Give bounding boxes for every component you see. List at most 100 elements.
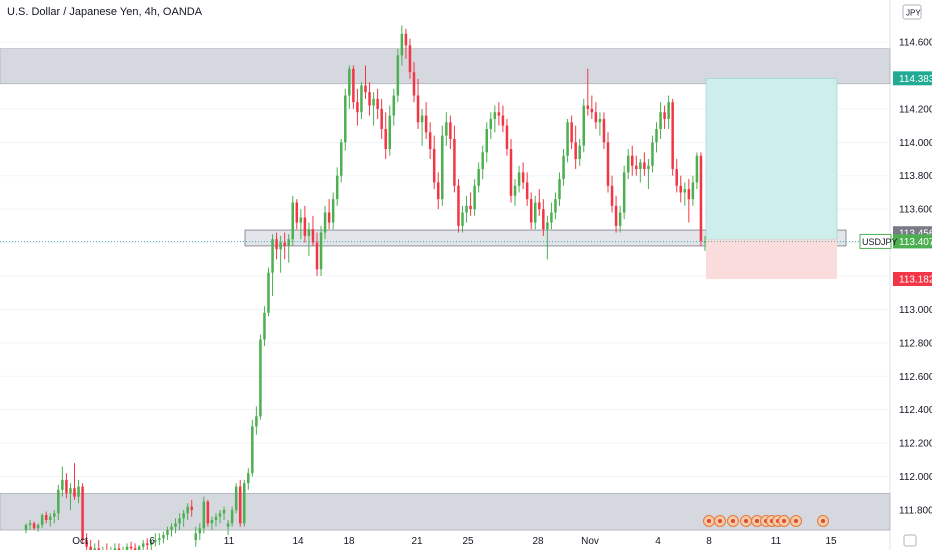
economic-event-icon-dot xyxy=(755,519,759,523)
current-price-badge xyxy=(893,234,932,249)
candle-body xyxy=(626,155,630,173)
candle-body xyxy=(396,55,400,96)
axis-settings-icon xyxy=(903,534,917,547)
candle-body xyxy=(335,175,339,200)
candle-body xyxy=(550,212,553,223)
candle-body xyxy=(404,33,408,46)
candle-body xyxy=(73,488,76,497)
candle-body xyxy=(546,222,549,230)
candle-body xyxy=(538,202,541,210)
candle-body xyxy=(327,212,331,223)
target-price-badge-label: 114.383 xyxy=(899,74,932,85)
candle-body xyxy=(485,128,489,153)
candle-body xyxy=(614,205,618,226)
candle-body xyxy=(283,242,286,246)
candle-body xyxy=(198,528,202,534)
candle-body xyxy=(194,533,198,541)
time-tick-label: 14 xyxy=(292,536,304,547)
candle-body xyxy=(214,516,218,520)
candle-body xyxy=(295,202,299,223)
candle-body xyxy=(352,68,355,103)
candle-body xyxy=(703,241,707,243)
time-axis: Oct 6 11 14 18 21 25 28 Nov 4 8 11 15 xyxy=(72,534,917,547)
candle-body xyxy=(339,142,343,176)
candle-body xyxy=(57,489,60,514)
candle-body xyxy=(255,416,258,427)
candle-body xyxy=(226,523,230,527)
candle-body xyxy=(348,68,351,96)
candle-body xyxy=(671,102,674,170)
stop-loss-box xyxy=(706,239,837,280)
candle-body xyxy=(412,72,416,96)
candle-body xyxy=(158,538,161,541)
candle-body xyxy=(643,162,646,170)
candle-body xyxy=(44,514,48,520)
stop-price-badge xyxy=(893,272,932,287)
candle-body xyxy=(238,486,242,524)
candle-body xyxy=(590,108,594,113)
candle-body xyxy=(65,479,68,494)
candle-body xyxy=(53,513,56,517)
candle-body xyxy=(307,229,311,236)
candle-body xyxy=(659,112,662,129)
candle-body xyxy=(202,501,206,529)
candle-body xyxy=(315,242,319,270)
candle-body xyxy=(259,339,262,417)
candle-body xyxy=(513,185,517,196)
candle-body xyxy=(445,122,448,136)
candle-body xyxy=(178,518,181,524)
candle-body xyxy=(267,272,270,313)
time-tick-label: 25 xyxy=(462,536,474,547)
candle-body xyxy=(501,115,505,126)
candle-body xyxy=(154,540,157,542)
target-price-badge xyxy=(893,71,932,86)
candle-body xyxy=(230,509,234,524)
price-tick-label: 112.600 xyxy=(899,372,932,383)
time-tick-label: 18 xyxy=(343,536,355,547)
candle-body xyxy=(574,142,577,160)
candle-body xyxy=(683,189,687,193)
candle-body xyxy=(598,118,602,123)
candle-body xyxy=(356,102,359,113)
candle-body xyxy=(651,142,654,166)
price-tick-label: 114.200 xyxy=(899,104,932,115)
candle-body xyxy=(392,95,396,116)
time-tick-label: Oct xyxy=(72,536,88,547)
economic-event-icon-dot xyxy=(794,519,798,523)
candle-body xyxy=(558,179,561,200)
time-tick-label: 15 xyxy=(825,536,837,547)
candle-body xyxy=(525,182,529,200)
upper-resistance-zone xyxy=(0,48,891,85)
candle-body xyxy=(400,33,404,56)
candle-body xyxy=(182,513,185,519)
candle-body xyxy=(655,128,658,143)
time-tick-label: 11 xyxy=(224,536,235,547)
candle-body xyxy=(675,169,678,186)
candle-body xyxy=(542,209,545,230)
candle-body xyxy=(145,543,149,546)
candle-body xyxy=(299,217,303,223)
chart-title: U.S. Dollar / Japanese Yen, 4h, OANDA xyxy=(7,6,203,18)
candle-body xyxy=(441,135,444,200)
candle-body xyxy=(420,115,424,123)
candle-body xyxy=(303,217,307,236)
candle-body xyxy=(162,535,165,539)
candle-body xyxy=(291,202,295,240)
candle-body xyxy=(461,212,464,226)
candle-body xyxy=(481,152,484,170)
candle-body xyxy=(166,530,169,536)
price-tick-label: 114.600 xyxy=(899,38,932,49)
candle-body xyxy=(77,486,80,497)
candle-body xyxy=(647,165,650,170)
candle-body xyxy=(428,132,432,149)
candle-body xyxy=(602,118,606,143)
economic-event-icon-dot xyxy=(744,519,748,523)
candle-body xyxy=(372,98,375,106)
candle-body xyxy=(364,85,367,93)
candle-body xyxy=(368,92,371,106)
candle-body xyxy=(129,546,133,549)
currency-badge-label: JPY xyxy=(906,9,921,18)
time-tick-label: 8 xyxy=(706,536,712,547)
candle-body xyxy=(497,112,501,116)
candle-body xyxy=(222,509,226,514)
